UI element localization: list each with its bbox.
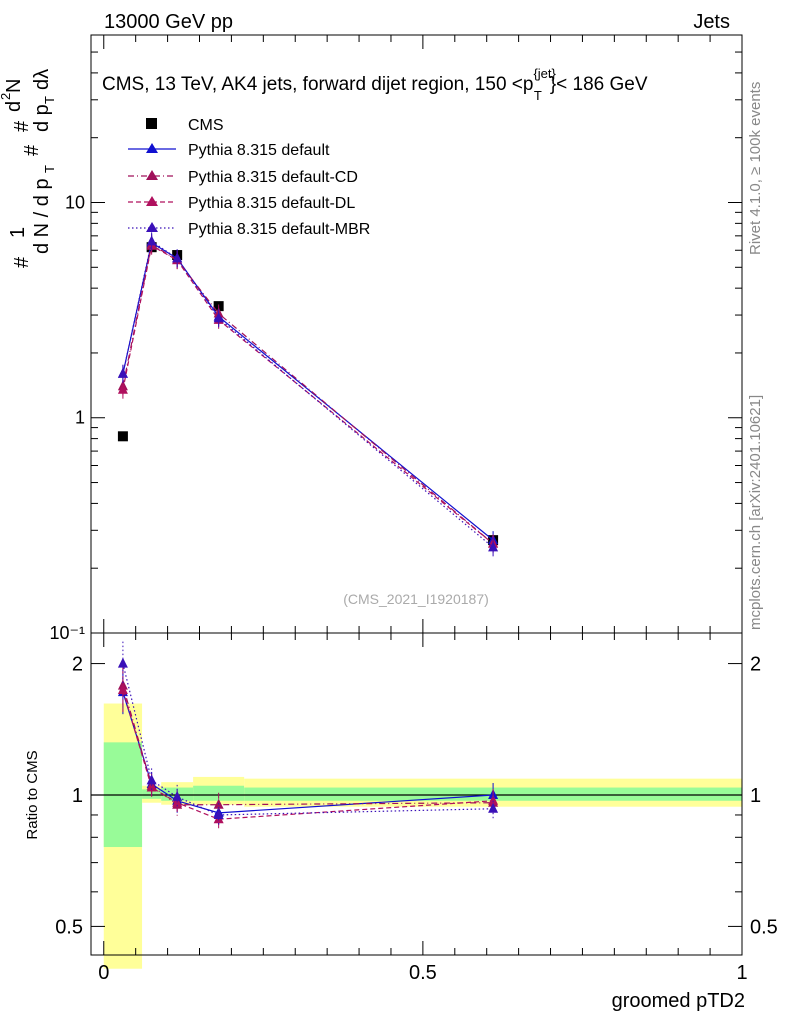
- legend-entry-mbr: Pythia 8.315 default-MBR: [128, 221, 370, 238]
- mbr-ratio-point-0: [117, 657, 128, 668]
- ylabel-d-pt: d p: [31, 104, 53, 132]
- ratio-ytick-label-left-0: 0.5: [55, 916, 83, 938]
- legend-label-default: Pythia 8.315 default: [188, 142, 330, 159]
- ratio-xtick-label-1: 0.5: [409, 962, 437, 984]
- ylabel-hash-1: #: [11, 256, 33, 268]
- title-superscript: {jet}: [533, 66, 556, 81]
- header-jets-label: Jets: [693, 11, 730, 33]
- legend-label-dl: Pythia 8.315 default-DL: [188, 195, 355, 212]
- legend-entry-default: Pythia 8.315 default: [128, 142, 330, 159]
- mbr-ratio-point-3: [213, 808, 224, 819]
- title-main-part: CMS, 13 TeV, AK4 jets, forward dijet reg…: [102, 74, 533, 95]
- mbr-point-3: [213, 312, 224, 323]
- legend-entry-cms: CMS: [146, 117, 224, 134]
- ratio-ytick-label-right-1: 1: [750, 785, 761, 807]
- ratio-xtick-label-0: 0: [98, 962, 109, 984]
- side-label-mcplots: mcplots.cern.ch [arXiv:2401.10621]: [747, 395, 764, 630]
- main-ytick-label-0: 10⁻¹: [49, 623, 85, 643]
- ratio-panel-axes: 0.5 0.5 1 1 2 2 0 0.5 1: [55, 632, 778, 984]
- ylabel-n: N: [3, 79, 25, 93]
- ylabel-hash-2: #: [21, 144, 43, 156]
- ylabel-subscript-t-2: T: [42, 96, 57, 104]
- ratio-uncertainty-bands: [103, 703, 743, 969]
- ylabel-numerator-one: 1: [7, 227, 29, 238]
- legend-entry-cd: Pythia 8.315 default-CD: [128, 169, 358, 186]
- ylabel-hash-3: #: [11, 120, 33, 132]
- dl-ratio-point-1: [146, 781, 157, 792]
- ratio-ytick-label-right-2: 2: [750, 654, 761, 676]
- ylabel-d: d: [3, 101, 25, 112]
- main-ytick-label-2: 10: [65, 192, 85, 212]
- mbr-ratio-point-2: [172, 790, 183, 801]
- ratio-y-axis-label: Ratio to CMS: [24, 750, 41, 839]
- legend-marker-dl: [146, 196, 158, 206]
- legend-marker-cms: [146, 118, 157, 129]
- ylabel-dn-dpt: d N / d p: [31, 178, 53, 254]
- analysis-id-label: (CMS_2021_I1920187): [343, 591, 489, 607]
- mbr-point-1: [146, 235, 157, 246]
- dl-line: [122, 244, 494, 545]
- title-end-part: }< 186 GeV: [550, 74, 648, 95]
- ylabel-d-lambda: dλ: [31, 69, 53, 90]
- ratio-panel-series: [117, 641, 499, 832]
- ratio-ytick-label-right-0: 0.5: [750, 916, 778, 938]
- legend-label-cms: CMS: [188, 117, 224, 134]
- dl-ratio-point-4: [488, 794, 499, 805]
- legend: CMS Pythia 8.315 default Pythia 8.315 de…: [128, 117, 370, 238]
- mbr-point-0: [117, 367, 128, 378]
- mbr-ratio-point-4: [488, 802, 499, 813]
- title-subscript: T: [534, 88, 542, 103]
- ratio-frame: [90, 632, 743, 956]
- default-line: [122, 241, 494, 541]
- ratio-ytick-label-left-2: 2: [72, 654, 83, 676]
- dl-ratio-point-0: [117, 683, 128, 694]
- legend-label-mbr: Pythia 8.315 default-MBR: [188, 221, 370, 238]
- mbr-point-4: [488, 541, 499, 552]
- ylabel-subscript-t-1: T: [42, 165, 57, 173]
- plot-title: CMS, 13 TeV, AK4 jets, forward dijet reg…: [102, 66, 648, 103]
- legend-marker-mbr: [146, 222, 158, 232]
- legend-label-cd: Pythia 8.315 default-CD: [188, 169, 358, 186]
- cms-point-0: [117, 431, 128, 442]
- legend-entry-dl: Pythia 8.315 default-DL: [128, 195, 355, 212]
- ratio-ytick-label-left-1: 1: [72, 785, 83, 807]
- ratio-xtick-label-2: 1: [736, 962, 747, 984]
- legend-marker-default: [146, 143, 158, 153]
- header-energy-label: 13000 GeV pp: [104, 11, 233, 33]
- main-panel-series: [117, 232, 499, 557]
- mbr-ratio-point-1: [146, 774, 157, 785]
- ylabel-superscript-2: 2: [0, 93, 13, 100]
- dl-point-0: [117, 383, 128, 394]
- side-label-rivet: Rivet 4.1.0, ≥ 100k events: [747, 82, 764, 255]
- mbr-point-2: [172, 252, 183, 263]
- main-y-axis-label: # 1 d N / d p T # d 2 N # d p T dλ: [0, 69, 57, 268]
- x-axis-label: groomed pTD2: [612, 990, 745, 1012]
- main-ytick-label-1: 1: [75, 408, 85, 428]
- mbr-ratio-line: [122, 663, 494, 816]
- legend-marker-cd: [146, 170, 158, 180]
- mbr-line: [122, 240, 494, 548]
